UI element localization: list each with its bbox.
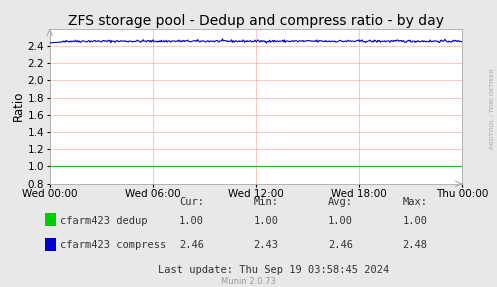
Text: 2.46: 2.46 — [179, 241, 204, 250]
Text: 2.48: 2.48 — [403, 241, 427, 250]
Y-axis label: Ratio: Ratio — [12, 91, 25, 121]
Text: Max:: Max: — [403, 197, 427, 207]
Text: 1.00: 1.00 — [403, 216, 427, 226]
Text: 1.00: 1.00 — [253, 216, 278, 226]
Text: Last update: Thu Sep 19 03:58:45 2024: Last update: Thu Sep 19 03:58:45 2024 — [158, 265, 389, 275]
Text: Avg:: Avg: — [328, 197, 353, 207]
Text: 2.43: 2.43 — [253, 241, 278, 250]
Text: Munin 2.0.73: Munin 2.0.73 — [221, 277, 276, 286]
Text: Cur:: Cur: — [179, 197, 204, 207]
Title: ZFS storage pool - Dedup and compress ratio - by day: ZFS storage pool - Dedup and compress ra… — [68, 13, 444, 28]
Text: 1.00: 1.00 — [179, 216, 204, 226]
Text: cfarm423 compress: cfarm423 compress — [60, 241, 166, 250]
Text: RRDTOOL / TOBI OETIKER: RRDTOOL / TOBI OETIKER — [490, 69, 495, 150]
Text: cfarm423 dedup: cfarm423 dedup — [60, 216, 147, 226]
Text: 2.46: 2.46 — [328, 241, 353, 250]
Text: 1.00: 1.00 — [328, 216, 353, 226]
Text: Min:: Min: — [253, 197, 278, 207]
